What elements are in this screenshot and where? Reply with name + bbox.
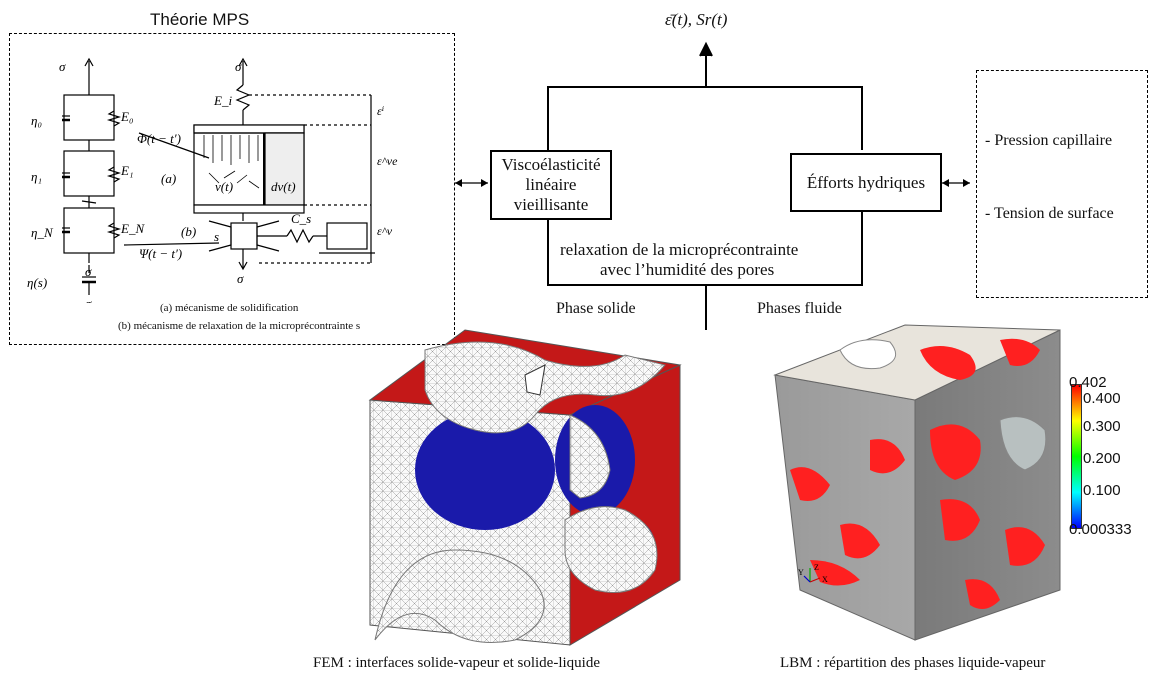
Cs-label: C_s — [291, 211, 311, 226]
right-item-tension: - Tension de surface — [985, 205, 1114, 222]
sigma-top-left: σ — [59, 59, 66, 74]
eta-s-label: η(s) — [27, 275, 47, 290]
sigma-mid-left: σ — [85, 264, 92, 279]
eps-v-label: ε^v — [377, 224, 393, 238]
sigma-bottom-right: σ — [237, 271, 244, 286]
mps-panel-frame — [9, 33, 455, 345]
etaN-label: η_N — [31, 225, 54, 240]
E0-label: E₀ — [120, 109, 133, 124]
sigma-top-right: σ — [235, 59, 242, 74]
fem-cube-image — [368, 329, 682, 646]
axis-y: Y — [798, 568, 804, 577]
colorbar-tick-1: 0.300 — [1083, 418, 1121, 435]
colorbar-tick-3: 0.100 — [1083, 482, 1121, 499]
mps-title: Théorie MPS — [150, 10, 250, 29]
dvt-label: dv(t) — [271, 179, 296, 194]
phases-fluide-label: Phases fluide — [757, 300, 842, 317]
relax-line1: relaxation de la microprécontrainte — [560, 240, 799, 259]
a-label: (a) — [161, 171, 176, 186]
eta0-label: η₀ — [31, 113, 42, 128]
box-efforts-text: Éfforts hydriques — [806, 172, 926, 192]
fem-caption: FEM : interfaces solide-vapeur et solide… — [313, 655, 600, 671]
relax-line2: avec l’humidité des pores — [600, 260, 775, 279]
eps-ve-label: ε^ve — [377, 154, 398, 168]
colorbar-min: 0.000333 — [1069, 521, 1132, 538]
top-output-label: ε̄(t), Sr(t) — [665, 10, 728, 29]
sigma-bottom-left: σ — [85, 296, 92, 303]
colorbar — [1071, 384, 1082, 529]
s-label: s — [214, 229, 219, 244]
phase-solide-label: Phase solide — [556, 300, 636, 317]
colorbar-max: 0.402 — [1069, 374, 1107, 391]
psi-label: Ψ(t − t′) — [139, 246, 182, 261]
phi-label: Φ(t − t′) — [137, 131, 181, 146]
vt-label: v(t) — [215, 179, 233, 194]
b-label: (b) — [181, 224, 196, 239]
caption-b: (b) mécanisme de relaxation de la microp… — [118, 320, 361, 332]
right-panel-frame — [976, 70, 1148, 298]
box-viscoelasticite: Viscoélasticité linéaire vieillisante — [490, 150, 612, 220]
box-efforts-hydriques: Éfforts hydriques — [790, 153, 942, 212]
box-viscoelasticite-text: Viscoélasticité linéaire vieillisante — [501, 155, 601, 214]
colorbar-tick-2: 0.200 — [1083, 450, 1121, 467]
axis-z: Z — [814, 563, 819, 572]
right-item-pression: - Pression capillaire — [985, 132, 1113, 149]
EN-label: E_N — [120, 221, 145, 236]
E1-label: E₁ — [120, 163, 133, 178]
eps-i-label: εⁱ — [377, 104, 385, 118]
axis-x: X — [822, 575, 828, 584]
eta1-label: η₁ — [31, 169, 42, 184]
colorbar-tick-0: 0.400 — [1083, 390, 1121, 407]
mps-schematic: σ σ η₀ E₀ η₁ E₁ η_N E_N σ η(s) σ E_i Φ(t… — [27, 57, 398, 303]
lbm-caption: LBM : répartition des phases liquide-vap… — [780, 655, 1046, 671]
lbm-cube-image: Z Y X — [773, 324, 1061, 641]
caption-a: (a) mécanisme de solidification — [160, 302, 299, 314]
Ei-label: E_i — [213, 93, 232, 108]
